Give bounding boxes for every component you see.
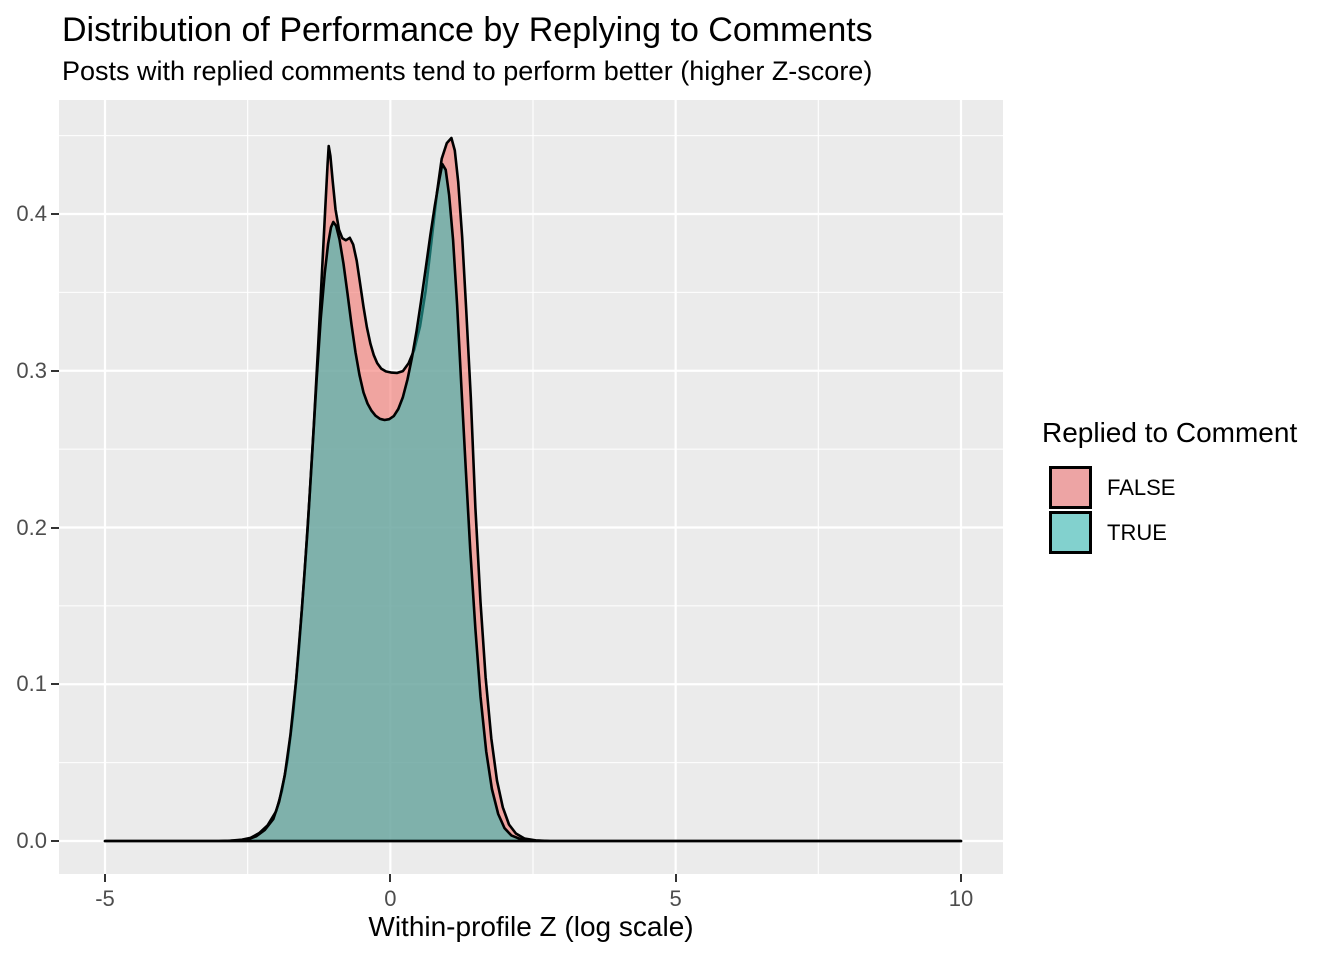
y-axis-tick-mark [51, 840, 59, 842]
x-axis-tick-mark [389, 874, 392, 882]
x-axis-tick-mark [960, 874, 962, 882]
y-axis-tick-mark [51, 526, 59, 529]
y-axis-tick-mark [51, 369, 59, 372]
x-axis-tick-mark [104, 874, 106, 882]
plot-panel [59, 100, 1003, 874]
plot-title: Distribution of Performance by Replying … [62, 11, 873, 49]
x-axis-tick-label: -5 [95, 886, 115, 911]
density-area-true [103, 162, 963, 843]
y-axis-tick-label: 0.4 [16, 201, 47, 226]
y-axis-tick-label: 0.1 [16, 671, 47, 697]
x-axis-title: Within-profile Z (log scale) [368, 911, 694, 942]
x-axis-tick-mark [674, 874, 677, 882]
legend-label: TRUE [1107, 519, 1167, 545]
density-chart-svg [59, 100, 1003, 874]
y-axis-tick-mark [51, 683, 59, 686]
x-axis-tick-label: 10 [948, 886, 974, 911]
plot-subtitle: Posts with replied comments tend to perf… [62, 56, 873, 86]
y-axis-tick-label: 0.2 [16, 514, 47, 540]
x-axis-tick-label: 0 [384, 886, 397, 911]
legend-key-swatch [1049, 511, 1092, 554]
y-axis-tick-label: 0.0 [16, 828, 47, 853]
legend-label: FALSE [1107, 474, 1176, 500]
legend-items: FALSE TRUE [1042, 466, 1297, 554]
legend-title: Replied to Comment [1042, 417, 1298, 448]
legend-item-false: FALSE [1049, 466, 1297, 509]
y-axis-tick-label: 0.3 [16, 357, 47, 383]
legend-item-true: TRUE [1049, 511, 1297, 554]
legend-key-swatch [1049, 466, 1092, 509]
y-axis-tick-mark [51, 213, 59, 215]
x-axis-tick-label: 5 [669, 886, 682, 911]
legend: Replied to Comment FALSE TRUE [1042, 417, 1297, 556]
